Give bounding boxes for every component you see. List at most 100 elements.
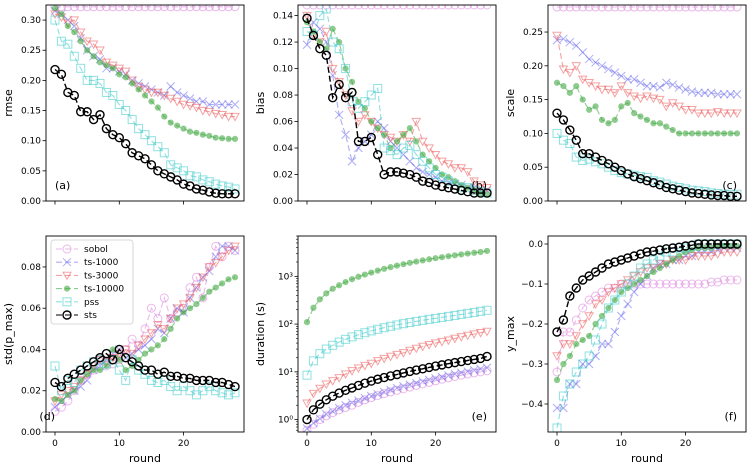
data-point-ts-10000 (701, 130, 708, 137)
data-point-ts-3000 (159, 91, 170, 101)
data-point-pss (431, 313, 441, 323)
data-point-sts (719, 190, 729, 201)
panel-a: 0.00 0.05 0.10 0.15 0.20 0.25 0.30 rmse (a) (2, 4, 245, 207)
data-point-sobol (204, 5, 214, 12)
y-axis-label: y_max (504, 316, 517, 352)
data-point-pss (411, 316, 421, 326)
data-point-ts-3000 (153, 88, 163, 98)
data-point-ts-10000 (477, 248, 484, 256)
data-point-ts-3000 (302, 11, 312, 21)
data-point-sobol (584, 295, 594, 305)
series-line-sts (556, 112, 737, 198)
data-point-sts (463, 187, 473, 197)
data-point-pss (456, 309, 466, 319)
data-point-sobol (134, 5, 144, 12)
legend-entry-ts-3000: ts-3000 (56, 271, 119, 281)
data-point-sts (321, 50, 331, 61)
data-point-sobol (418, 5, 428, 10)
data-point-pss (101, 87, 111, 97)
series-line-ts-1000 (54, 10, 235, 106)
data-point-sts (578, 148, 588, 159)
data-point-pss (552, 128, 562, 138)
data-point-sts (725, 191, 736, 201)
data-point-sobol (82, 5, 92, 12)
data-point-sts (629, 251, 639, 261)
data-point-ts-3000 (565, 68, 575, 78)
y-axis-label: rmse (2, 89, 15, 117)
x-tick-label: 20 (680, 439, 692, 449)
data-point-sobol (198, 5, 208, 12)
data-point-pss (373, 83, 383, 93)
legend-label: ts-1000 (84, 258, 119, 268)
data-point-ts-10000 (116, 71, 123, 78)
data-point-sobol (121, 5, 131, 12)
series-line-sobol (306, 370, 488, 431)
data-point-pss (224, 182, 234, 192)
data-point-sts (302, 414, 312, 425)
data-point-sts (121, 353, 131, 363)
data-point-ts-10000 (688, 130, 696, 137)
data-point-sobol (353, 5, 363, 10)
data-point-sts (719, 239, 729, 249)
data-point-sobol (140, 324, 150, 334)
data-point-sts (732, 191, 742, 201)
data-point-ts-3000 (360, 361, 370, 371)
axes-frame (547, 4, 747, 202)
data-point-pss (56, 386, 66, 396)
data-point-ts-10000 (148, 98, 155, 105)
data-point-sts (655, 245, 665, 255)
y-tick-label: 0.08 (273, 91, 293, 101)
data-point-sts (661, 182, 671, 193)
data-point-sts (198, 375, 208, 386)
data-point-sts (366, 376, 376, 386)
data-point-ts-10000 (695, 130, 702, 137)
data-point-ts-10000 (161, 113, 168, 120)
data-point-ts-10000 (432, 255, 439, 262)
legend-label: sobol (84, 245, 108, 255)
data-point-sobol (450, 371, 460, 381)
axes-frame (45, 4, 245, 202)
data-point-ts-10000 (64, 23, 71, 30)
data-point-sts (674, 242, 684, 252)
data-point-sobol (578, 303, 588, 313)
data-point-ts-10000 (669, 126, 676, 134)
series-ts-3000 (50, 10, 240, 122)
data-point-ts-3000 (366, 359, 377, 369)
data-point-sobol (655, 279, 665, 289)
data-point-sts (482, 351, 492, 362)
data-point-sobol (476, 5, 486, 10)
y-axis-label: duration (s) (254, 302, 267, 366)
data-point-ts-10000 (361, 271, 368, 278)
data-point-sts (456, 185, 466, 196)
data-point-ts-3000 (629, 92, 639, 102)
data-point-ts-1000 (302, 40, 312, 50)
data-point-ts-10000 (323, 290, 330, 297)
data-point-pss (405, 318, 415, 328)
data-point-pss (121, 375, 131, 385)
data-point-ts-3000 (230, 112, 240, 122)
data-point-ts-10000 (598, 116, 606, 123)
data-point-pss (398, 319, 408, 329)
data-point-ts-10000 (180, 125, 187, 132)
series-line-ts-10000 (54, 7, 235, 140)
data-point-ts-3000 (315, 384, 325, 394)
data-point-pss (114, 365, 124, 375)
data-point-sobol (476, 367, 486, 377)
data-point-ts-10000 (592, 320, 599, 328)
data-point-pss (69, 51, 79, 61)
data-point-sts (680, 241, 691, 251)
data-point-sts (308, 30, 319, 41)
series-line-ts-10000 (556, 82, 737, 134)
data-point-sobol (578, 5, 588, 12)
data-point-ts-3000 (693, 109, 704, 119)
y-tick-label: −0.4 (521, 400, 543, 410)
data-point-ts-3000 (133, 82, 144, 92)
legend-marker-ts-3000 (62, 271, 72, 281)
legend-entry-sobol: sobol (56, 244, 108, 255)
series-line-sts (306, 17, 487, 194)
x-tick-label: 20 (178, 439, 190, 449)
data-point-pss (360, 97, 370, 107)
data-point-ts-10000 (406, 259, 413, 266)
panel-label: (d) (39, 410, 55, 423)
data-point-sts (185, 373, 195, 384)
